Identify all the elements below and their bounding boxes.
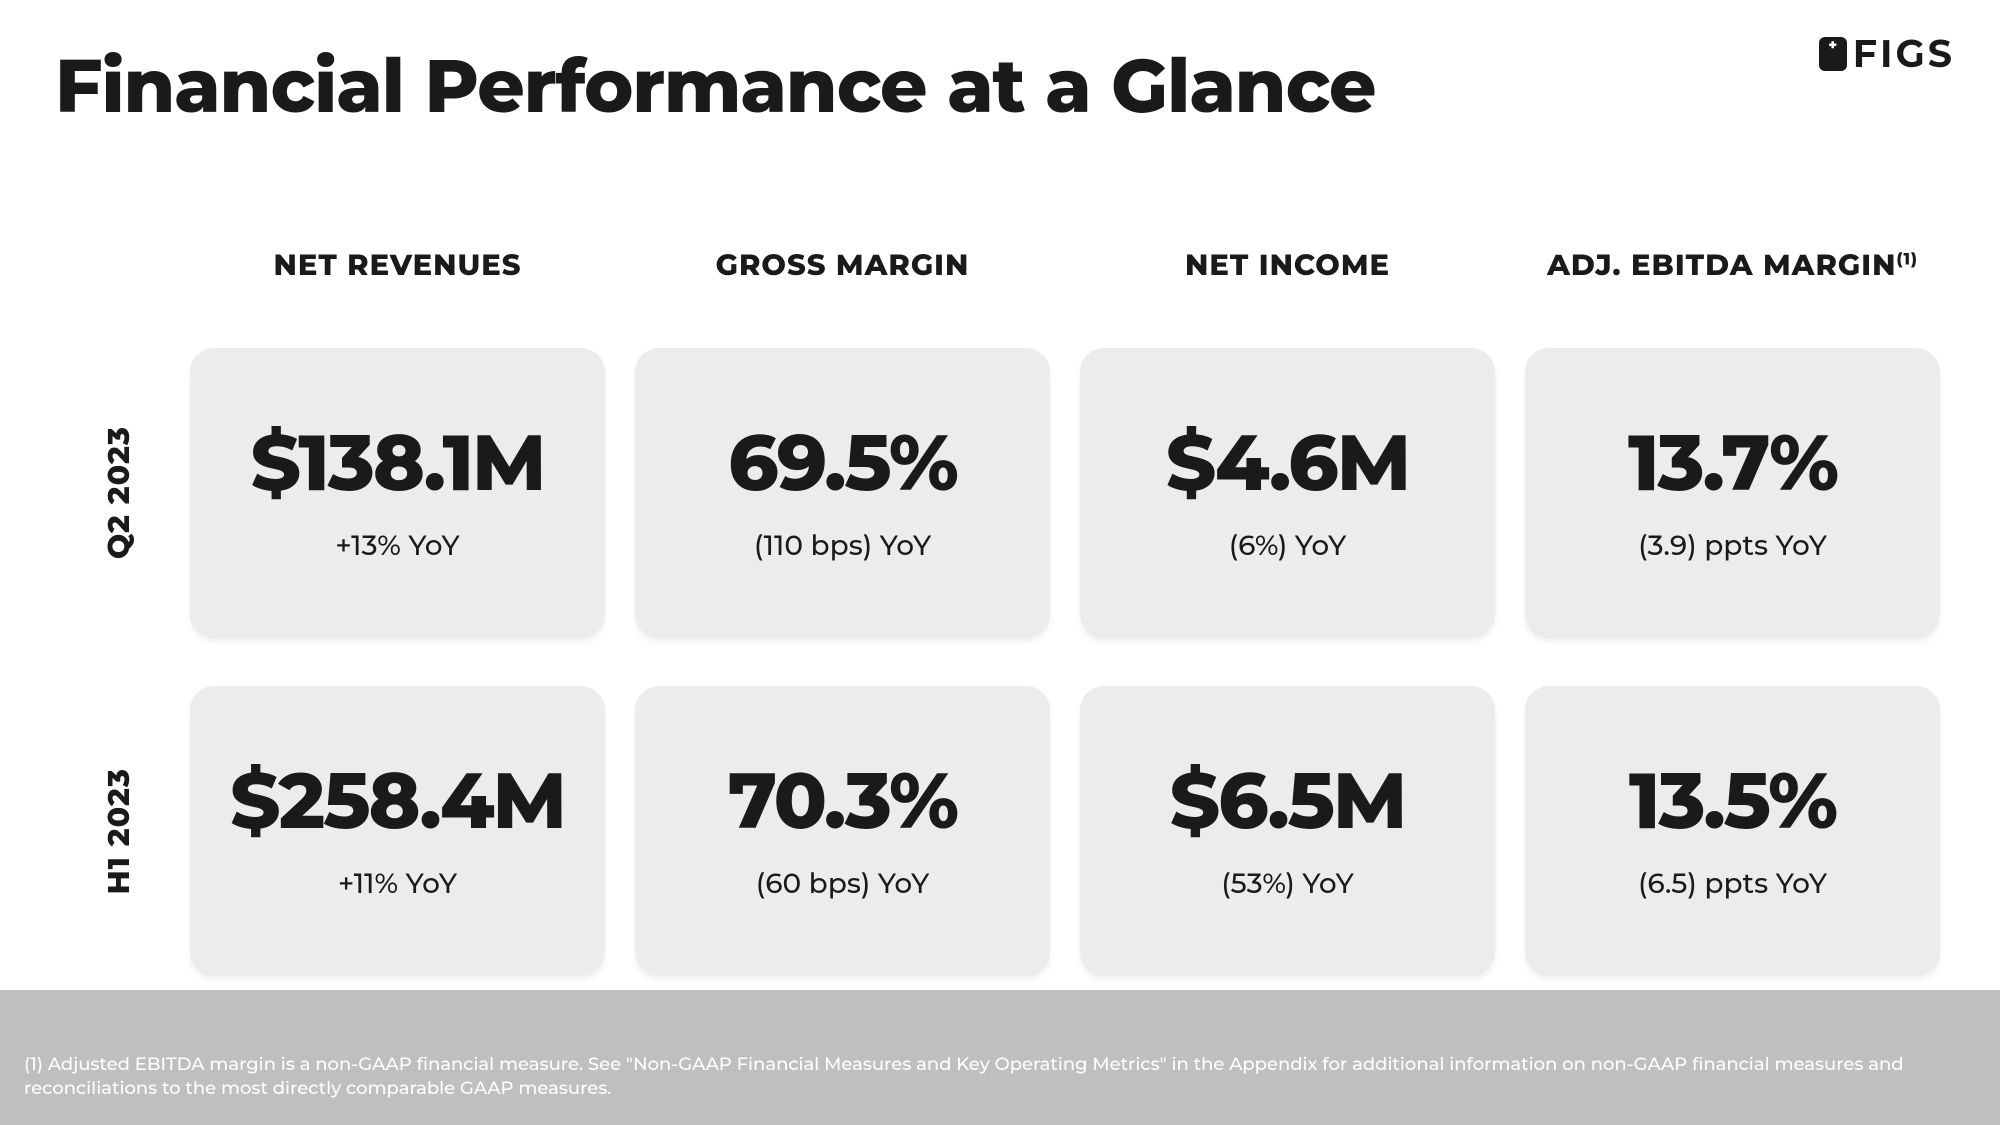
metric-sub: (110 bps) YoY bbox=[754, 529, 931, 563]
metric-card: 13.5% (6.5) ppts YoY bbox=[1525, 686, 1940, 976]
metric-value: 69.5% bbox=[728, 423, 957, 501]
metric-card: 69.5% (110 bps) YoY bbox=[635, 348, 1050, 638]
page-title: Financial Performance at a Glance bbox=[55, 40, 1376, 131]
metric-card: $258.4M +11% YoY bbox=[190, 686, 605, 976]
metric-card: 13.7% (3.9) ppts YoY bbox=[1525, 348, 1940, 638]
metric-sub: (60 bps) YoY bbox=[756, 867, 929, 901]
metric-value: 13.7% bbox=[1628, 423, 1837, 501]
metric-value: $4.6M bbox=[1166, 423, 1409, 501]
metric-sub: (53%) YoY bbox=[1221, 867, 1353, 901]
metric-sub: (3.9) ppts YoY bbox=[1638, 529, 1827, 563]
metric-card: $4.6M (6%) YoY bbox=[1080, 348, 1495, 638]
metric-value: 13.5% bbox=[1629, 761, 1836, 839]
column-header-gross-margin: GROSS MARGIN bbox=[635, 248, 1050, 283]
metric-value: $6.5M bbox=[1170, 761, 1406, 839]
column-header-net-revenues: NET REVENUES bbox=[190, 248, 605, 283]
metric-sub: +13% YoY bbox=[335, 529, 459, 563]
slide: Financial Performance at a Glance FIGS N… bbox=[0, 0, 2000, 1125]
metric-value: $258.4M bbox=[230, 761, 565, 839]
brand-logo-icon bbox=[1819, 37, 1847, 71]
row-label-h1: H1 2023 bbox=[100, 768, 160, 894]
brand-logo: FIGS bbox=[1819, 30, 1955, 77]
metric-sub: +11% YoY bbox=[338, 867, 457, 901]
brand-logo-text: FIGS bbox=[1853, 30, 1955, 77]
metric-card: $138.1M +13% YoY bbox=[190, 348, 605, 638]
column-header-net-income: NET INCOME bbox=[1080, 248, 1495, 283]
footnote: (1) Adjusted EBITDA margin is a non-GAAP… bbox=[24, 1052, 1976, 1101]
metric-value: $138.1M bbox=[251, 423, 545, 501]
metrics-grid: NET REVENUES GROSS MARGIN NET INCOME ADJ… bbox=[100, 230, 1940, 976]
metric-card: 70.3% (60 bps) YoY bbox=[635, 686, 1050, 976]
metric-value: 70.3% bbox=[728, 761, 957, 839]
metric-sub: (6.5) ppts YoY bbox=[1638, 867, 1827, 901]
row-label-q2: Q2 2023 bbox=[100, 426, 160, 559]
column-header-adj-ebitda: ADJ. EBITDA MARGIN(1) bbox=[1525, 248, 1940, 283]
footer: (1) Adjusted EBITDA margin is a non-GAAP… bbox=[0, 990, 2000, 1125]
metric-card: $6.5M (53%) YoY bbox=[1080, 686, 1495, 976]
metric-sub: (6%) YoY bbox=[1229, 529, 1347, 563]
